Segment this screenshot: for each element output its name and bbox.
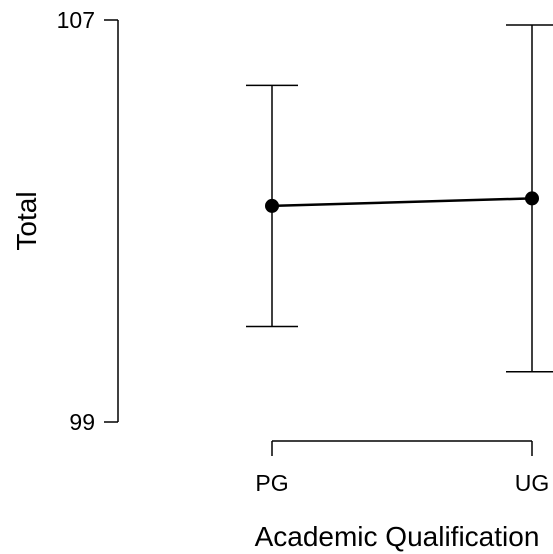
x-tick-label-ug: UG xyxy=(515,470,550,496)
data-point-ug xyxy=(525,191,539,206)
y-axis-title: Total xyxy=(11,191,42,250)
y-tick-label-top: 107 xyxy=(57,7,95,33)
y-axis: 107 99 Total xyxy=(11,7,119,435)
data-point-pg xyxy=(265,198,279,213)
y-tick-label-bottom: 99 xyxy=(69,409,95,435)
x-axis-title: Academic Qualification xyxy=(255,521,540,552)
plot-area xyxy=(246,24,553,373)
series-line xyxy=(271,197,533,208)
x-tick-label-pg: PG xyxy=(255,470,288,496)
x-axis: PG UG Academic Qualification xyxy=(255,440,550,552)
